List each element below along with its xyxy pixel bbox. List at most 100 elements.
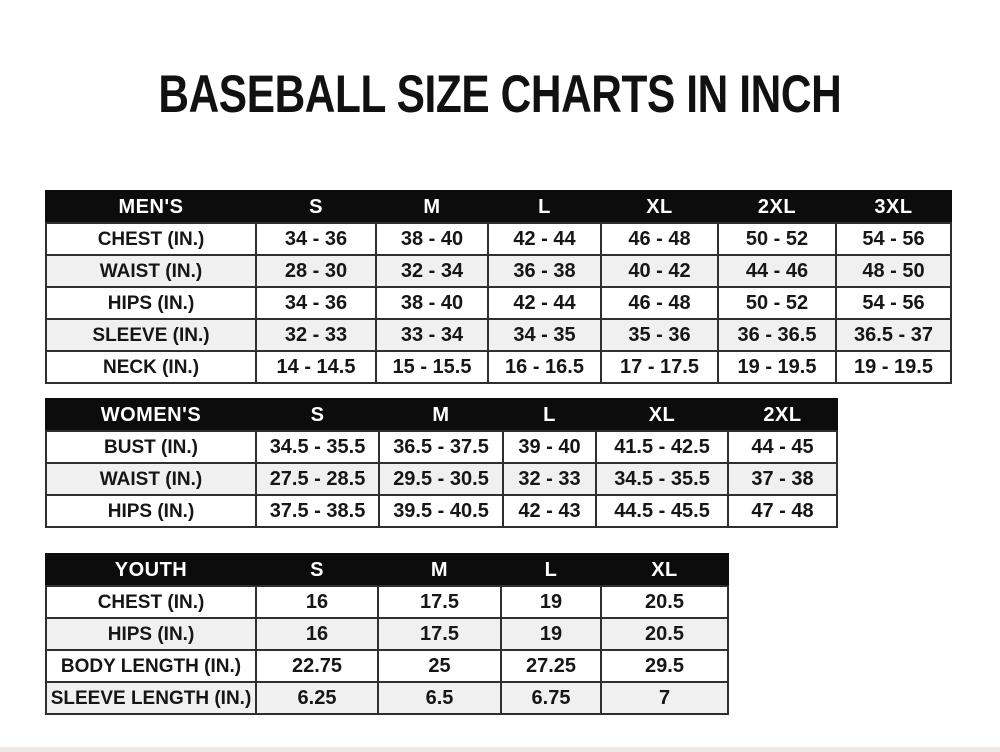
row-label: NECK (IN.) <box>45 350 257 384</box>
size-cell: 47 - 48 <box>727 494 838 528</box>
row-label: HIPS (IN.) <box>45 494 257 528</box>
size-cell: 16 <box>255 617 379 651</box>
size-cell: 25 <box>377 649 502 683</box>
womens-column-header-2xl: 2XL <box>727 398 838 432</box>
image-bottom-edge <box>0 747 1000 752</box>
womens-size-table: WOMEN'S S M L XL 2XL BUST (IN.) 34.5 - 35.5 36.5… <box>45 398 838 528</box>
table-row: HIPS (IN.) 16 17.5 19 20.5 <box>45 617 729 651</box>
table-row: CHEST (IN.) 34 - 36 38 - 40 42 - 44 46 - 48 5… <box>45 222 952 256</box>
womens-column-header-l: L <box>502 398 597 432</box>
size-cell: 19 <box>500 585 602 619</box>
size-cell: 42 - 44 <box>487 222 602 256</box>
mens-header-row: MEN'S S M L XL 2XL 3XL <box>45 190 952 224</box>
size-cell: 32 - 33 <box>255 318 377 352</box>
size-cell: 15 - 15.5 <box>375 350 489 384</box>
size-cell: 7 <box>600 681 729 715</box>
page-title-text: BASEBALL SIZE CHARTS IN INCH <box>158 65 842 124</box>
youth-column-header-xl: XL <box>600 553 729 587</box>
size-cell: 34.5 - 35.5 <box>255 430 380 464</box>
size-cell: 44.5 - 45.5 <box>595 494 729 528</box>
size-cell: 20.5 <box>600 617 729 651</box>
size-cell: 34 - 36 <box>255 286 377 320</box>
size-cell: 40 - 42 <box>600 254 719 288</box>
size-cell: 29.5 - 30.5 <box>378 462 504 496</box>
womens-column-header-m: M <box>378 398 504 432</box>
size-cell: 36 - 36.5 <box>717 318 837 352</box>
size-cell: 19 - 19.5 <box>717 350 837 384</box>
row-label: BUST (IN.) <box>45 430 257 464</box>
size-cell: 16 - 16.5 <box>487 350 602 384</box>
mens-column-header-m: M <box>375 190 489 224</box>
size-cell: 54 - 56 <box>835 286 952 320</box>
size-cell: 41.5 - 42.5 <box>595 430 729 464</box>
size-cell: 27.5 - 28.5 <box>255 462 380 496</box>
table-row: SLEEVE (IN.) 32 - 33 33 - 34 34 - 35 35 - 36… <box>45 318 952 352</box>
table-row: CHEST (IN.) 16 17.5 19 20.5 <box>45 585 729 619</box>
size-cell: 32 - 34 <box>375 254 489 288</box>
size-cell: 34.5 - 35.5 <box>595 462 729 496</box>
size-cell: 42 - 43 <box>502 494 597 528</box>
size-cell: 54 - 56 <box>835 222 952 256</box>
womens-column-header-s: S <box>255 398 380 432</box>
size-cell: 33 - 34 <box>375 318 489 352</box>
size-cell: 22.75 <box>255 649 379 683</box>
youth-column-header-s: S <box>255 553 379 587</box>
size-cell: 19 <box>500 617 602 651</box>
youth-header-row: YOUTH S M L XL <box>45 553 729 587</box>
size-cell: 35 - 36 <box>600 318 719 352</box>
size-cell: 36.5 - 37 <box>835 318 952 352</box>
size-cell: 17.5 <box>377 585 502 619</box>
mens-column-header-2xl: 2XL <box>717 190 837 224</box>
size-cell: 38 - 40 <box>375 222 489 256</box>
row-label: HIPS (IN.) <box>45 617 257 651</box>
row-label: WAIST (IN.) <box>45 462 257 496</box>
size-cell: 39.5 - 40.5 <box>378 494 504 528</box>
row-label: CHEST (IN.) <box>45 222 257 256</box>
size-cell: 28 - 30 <box>255 254 377 288</box>
row-label: SLEEVE LENGTH (IN.) <box>45 681 257 715</box>
youth-size-table: YOUTH S M L XL CHEST (IN.) 16 17.5 19 20.5 HIPS (I… <box>45 553 729 715</box>
size-cell: 14 - 14.5 <box>255 350 377 384</box>
size-cell: 39 - 40 <box>502 430 597 464</box>
size-cell: 32 - 33 <box>502 462 597 496</box>
womens-column-header-xl: XL <box>595 398 729 432</box>
size-cell: 46 - 48 <box>600 222 719 256</box>
size-cell: 17 - 17.5 <box>600 350 719 384</box>
table-row: WAIST (IN.) 27.5 - 28.5 29.5 - 30.5 32 - 33… <box>45 462 838 496</box>
size-cell: 37 - 38 <box>727 462 838 496</box>
size-cell: 27.25 <box>500 649 602 683</box>
size-cell: 20.5 <box>600 585 729 619</box>
youth-table-title: YOUTH <box>45 553 257 587</box>
table-row: BUST (IN.) 34.5 - 35.5 36.5 - 37.5 39 - 40 4… <box>45 430 838 464</box>
youth-column-header-m: M <box>377 553 502 587</box>
size-cell: 50 - 52 <box>717 286 837 320</box>
size-cell: 44 - 45 <box>727 430 838 464</box>
size-cell: 46 - 48 <box>600 286 719 320</box>
size-cell: 34 - 35 <box>487 318 602 352</box>
row-label: WAIST (IN.) <box>45 254 257 288</box>
size-cell: 42 - 44 <box>487 286 602 320</box>
size-cell: 44 - 46 <box>717 254 837 288</box>
womens-table-title: WOMEN'S <box>45 398 257 432</box>
size-cell: 34 - 36 <box>255 222 377 256</box>
table-row: HIPS (IN.) 34 - 36 38 - 40 42 - 44 46 - 48 50… <box>45 286 952 320</box>
size-cell: 17.5 <box>377 617 502 651</box>
row-label: BODY LENGTH (IN.) <box>45 649 257 683</box>
size-cell: 6.75 <box>500 681 602 715</box>
mens-column-header-xl: XL <box>600 190 719 224</box>
size-cell: 38 - 40 <box>375 286 489 320</box>
size-cell: 50 - 52 <box>717 222 837 256</box>
size-cell: 6.25 <box>255 681 379 715</box>
size-cell: 6.5 <box>377 681 502 715</box>
page-title: BASEBALL SIZE CHARTS IN INCH <box>0 64 1000 125</box>
table-row: NECK (IN.) 14 - 14.5 15 - 15.5 16 - 16.5 17 … <box>45 350 952 384</box>
size-cell: 36.5 - 37.5 <box>378 430 504 464</box>
youth-column-header-l: L <box>500 553 602 587</box>
row-label: CHEST (IN.) <box>45 585 257 619</box>
size-cell: 19 - 19.5 <box>835 350 952 384</box>
mens-size-table: MEN'S S M L XL 2XL 3XL CHEST (IN.) 34 - 36 38 - 4… <box>45 190 952 384</box>
table-row: SLEEVE LENGTH (IN.) 6.25 6.5 6.75 7 <box>45 681 729 715</box>
size-cell: 36 - 38 <box>487 254 602 288</box>
mens-column-header-s: S <box>255 190 377 224</box>
